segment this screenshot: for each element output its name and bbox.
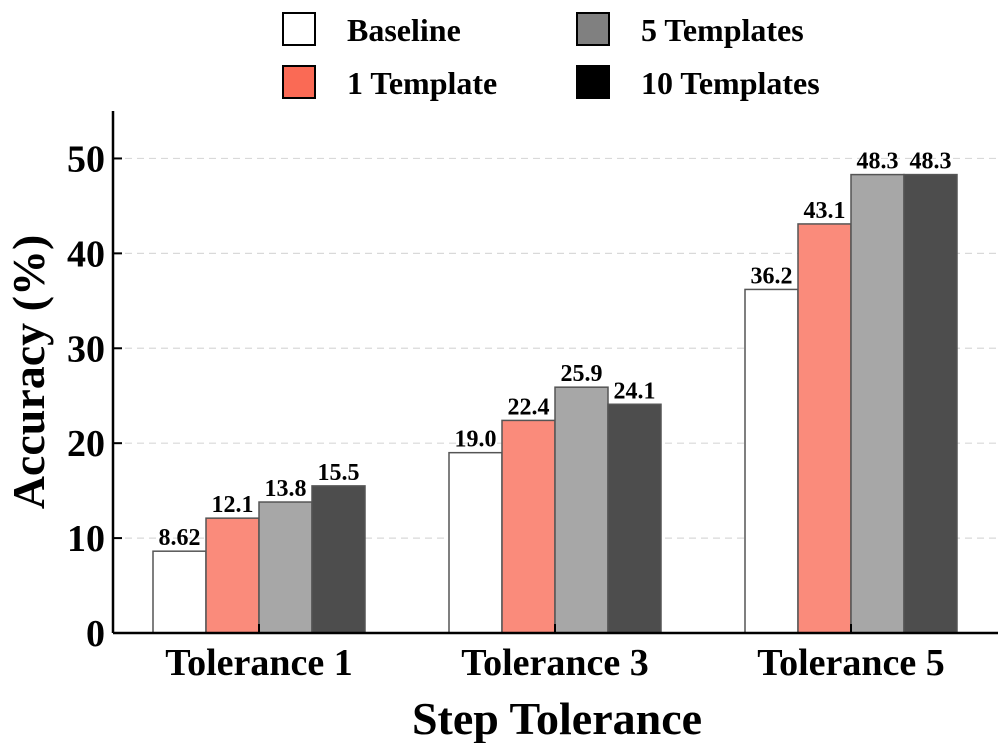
bar-value-label: 36.2 — [751, 263, 793, 289]
bar-value-label: 48.3 — [910, 149, 952, 175]
bar-5-templates-1 — [554, 386, 609, 634]
bar-1-template-0 — [205, 517, 260, 634]
legend-swatch-10-templates — [576, 65, 610, 99]
legend-swatch-5-templates — [576, 12, 610, 46]
legend-label: 10 Templates — [641, 65, 820, 101]
bar-baseline-0 — [152, 550, 207, 634]
bar-5-templates-2 — [850, 173, 905, 634]
y-tick-label: 10 — [67, 518, 105, 560]
bar-10-templates-2 — [903, 173, 958, 634]
legend: Baseline 1 Template 5 Templates 10 Template… — [282, 12, 820, 101]
bar-baseline-2 — [744, 288, 799, 634]
y-tick-label: 0 — [86, 613, 105, 655]
legend-swatch-baseline — [282, 12, 316, 46]
legend-label: 5 Templates — [641, 12, 804, 48]
bar-value-label: 15.5 — [318, 460, 360, 486]
bar-value-label: 19.0 — [455, 427, 497, 453]
bars — [152, 173, 958, 634]
y-tick-label: 40 — [67, 233, 105, 275]
legend-label: 1 Template — [347, 65, 497, 101]
bar-value-label: 12.1 — [212, 492, 254, 518]
y-tick-label: 30 — [67, 328, 105, 370]
bar-5-templates-0 — [258, 501, 313, 634]
bar-value-label: 8.62 — [159, 525, 201, 551]
bar-value-label: 13.8 — [265, 476, 307, 502]
axes: 0 10 20 30 40 50 Tolerance 1 Tolerance 3 Toleran… — [67, 111, 998, 684]
bar-value-label: 43.1 — [804, 198, 846, 224]
x-tick-label: Tolerance 3 — [461, 642, 649, 684]
bar-baseline-1 — [448, 451, 503, 634]
bar-value-label: 25.9 — [561, 361, 603, 387]
bar-10-templates-1 — [607, 403, 662, 634]
bar-value-labels: 8.62 12.1 13.8 15.5 19.0 22.4 25.9 24.1 36.2 43.1… — [159, 149, 952, 552]
bar-value-label: 48.3 — [857, 149, 899, 175]
bar-10-templates-0 — [311, 485, 366, 634]
y-tick-label: 20 — [67, 423, 105, 465]
legend-swatch-1-template — [282, 65, 316, 99]
x-tick-label: Tolerance 5 — [757, 642, 945, 684]
bar-value-label: 24.1 — [614, 378, 656, 404]
x-axis-title: Step Tolerance — [412, 693, 702, 743]
x-tick-label: Tolerance 1 — [165, 642, 353, 684]
bar-1-template-1 — [501, 419, 556, 634]
y-axis-title: Accuracy (%) — [3, 235, 54, 510]
bar-value-label: 22.4 — [508, 394, 550, 420]
legend-label: Baseline — [347, 12, 461, 48]
bar-1-template-2 — [797, 223, 852, 634]
y-tick-label: 50 — [67, 138, 105, 180]
